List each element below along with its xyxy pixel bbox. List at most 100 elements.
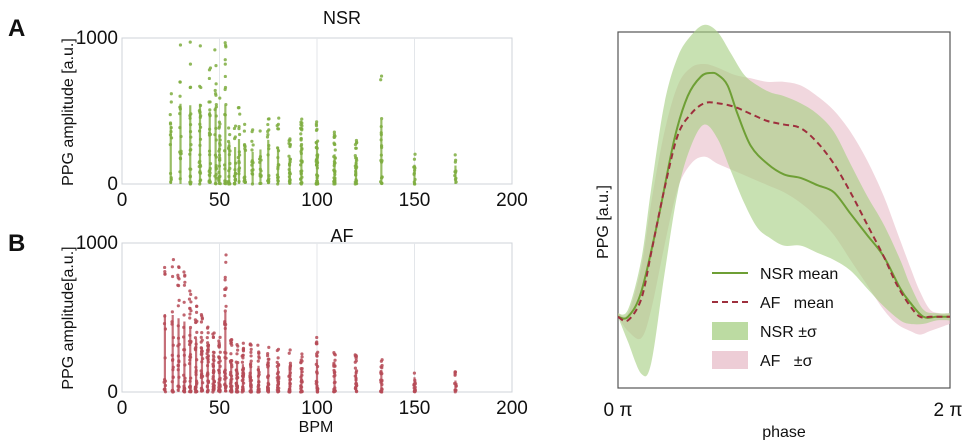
scatter-point xyxy=(277,116,281,120)
x-tick-label: 150 xyxy=(399,398,431,419)
scatter-point xyxy=(206,343,211,348)
scatter-point xyxy=(353,360,357,364)
scatter-point xyxy=(199,320,204,324)
scatter-column xyxy=(287,137,293,185)
scatter-point xyxy=(163,265,167,270)
scatter-point xyxy=(275,124,279,128)
scatter-point xyxy=(241,341,245,345)
scatter-point xyxy=(194,296,198,300)
scatter-point xyxy=(195,304,199,308)
scatter-point xyxy=(257,351,261,356)
scatter-column xyxy=(213,48,218,186)
scatter-point xyxy=(223,41,227,45)
scatter-point xyxy=(189,292,193,296)
nsr-y-axis-label: PPG amplitude [a.u.] xyxy=(60,38,77,186)
scatter-point xyxy=(300,359,304,363)
scatter-point xyxy=(332,135,336,139)
af-mean-line xyxy=(617,101,950,323)
scatter-point xyxy=(188,62,193,66)
x-tick-label: 0 xyxy=(117,398,128,419)
scatter-point xyxy=(413,152,417,156)
scatter-point xyxy=(224,260,228,264)
ppg-legend: NSR mean AF mean NSR ±σ AF ±σ xyxy=(712,266,838,370)
scatter-column xyxy=(353,138,359,186)
scatter-point xyxy=(224,253,228,257)
scatter-point xyxy=(223,287,227,291)
scatter-point xyxy=(379,78,383,82)
scatter-point xyxy=(288,348,292,352)
scatter-point xyxy=(453,153,457,157)
scatter-point xyxy=(333,148,337,152)
scatter-point xyxy=(236,344,240,348)
scatter-point xyxy=(178,43,183,47)
scatter-point xyxy=(265,363,270,367)
scatter-point xyxy=(205,326,210,330)
scatter-point xyxy=(380,366,384,370)
scatter-point xyxy=(214,93,218,97)
scatter-point xyxy=(163,270,167,274)
scatter-point xyxy=(237,132,242,137)
scatter-point xyxy=(218,122,222,126)
scatter-column xyxy=(176,265,181,392)
scatter-point xyxy=(332,364,336,368)
scatter-column xyxy=(236,106,242,184)
scatter-point xyxy=(187,297,192,301)
scatter-point xyxy=(217,339,221,343)
x-tick-label: 100 xyxy=(301,190,333,211)
scatter-column xyxy=(228,338,234,394)
ppg-y-axis-label: PPG [a.u.] xyxy=(595,185,612,259)
scatter-point xyxy=(211,332,215,336)
scatter-point xyxy=(266,357,270,361)
scatter-point xyxy=(333,358,337,362)
scatter-point xyxy=(380,117,384,121)
scatter-point xyxy=(169,100,173,104)
scatter-point xyxy=(169,92,173,96)
scatter-point xyxy=(170,310,174,314)
scatter-point xyxy=(314,140,318,145)
scatter-column xyxy=(453,370,458,394)
scatter-column xyxy=(379,358,384,394)
nsr-scatter-panel: NSR PPG amplitude [a.u.] 1000 0 0 50 100 15… xyxy=(60,8,528,211)
scatter-column xyxy=(314,335,320,394)
scatter-point xyxy=(241,349,246,353)
nsr-points xyxy=(168,40,458,186)
scatter-point xyxy=(188,289,192,293)
scatter-point xyxy=(267,117,271,121)
scatter-point xyxy=(332,130,336,134)
scatter-point xyxy=(208,108,212,112)
scatter-point xyxy=(240,360,245,364)
scatter-point xyxy=(242,143,247,147)
scatter-point xyxy=(300,117,304,121)
scatter-point xyxy=(288,364,292,368)
scatter-point xyxy=(168,122,173,126)
nsr-y-tick-1000: 1000 xyxy=(76,28,118,49)
nsr-y-tick-0: 0 xyxy=(107,174,118,195)
scatter-column xyxy=(178,43,183,184)
legend-swatch-af-sigma xyxy=(712,351,748,369)
legend-label-nsr-sigma: NSR ±σ xyxy=(760,324,817,341)
scatter-point xyxy=(217,125,221,129)
nsr-mean-line xyxy=(617,71,950,320)
scatter-point xyxy=(223,294,227,298)
scatter-point xyxy=(218,335,222,339)
scatter-point xyxy=(412,371,417,375)
scatter-point xyxy=(288,361,292,365)
scatter-point xyxy=(188,40,192,44)
scatter-point xyxy=(236,106,240,110)
scatter-point xyxy=(249,359,253,363)
scatter-column xyxy=(453,153,458,184)
scatter-point xyxy=(218,96,222,100)
scatter-column xyxy=(332,130,337,186)
scatter-column xyxy=(170,258,176,394)
scatter-point xyxy=(249,347,253,351)
scatter-point xyxy=(242,129,246,133)
scatter-column xyxy=(412,152,417,186)
scatter-column xyxy=(299,352,304,394)
scatter-column xyxy=(205,325,211,394)
scatter-point xyxy=(315,335,319,340)
scatter-point xyxy=(287,351,291,355)
scatter-point xyxy=(353,354,358,358)
x-tick-label: 0 xyxy=(117,190,128,211)
panel-letter-a: A xyxy=(8,15,25,42)
scatter-point xyxy=(223,87,227,92)
